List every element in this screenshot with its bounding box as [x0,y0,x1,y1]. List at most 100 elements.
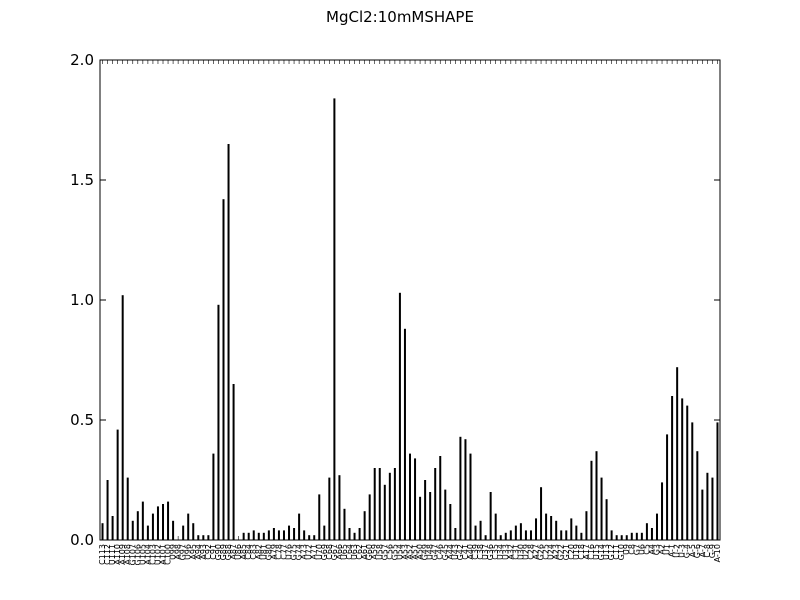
x-tick-label: U76 [285,544,294,560]
bar [434,468,437,540]
bar [535,518,538,540]
bar [600,477,603,540]
x-tick-label: C20 [567,544,576,560]
x-tick-label: C84 [244,544,253,560]
x-tick-label: A94 [194,544,203,560]
bar [146,525,149,540]
bar [686,405,689,540]
x-tick-label: C28 [526,544,535,560]
x-tick-label: A52 [406,544,415,560]
bar [358,528,361,540]
bar [474,525,477,540]
bar [227,144,230,540]
bar [187,513,190,540]
bar [252,530,255,540]
x-tick-label: U86 [234,544,243,560]
x-tick-label: G74 [295,544,304,560]
bar [459,436,462,540]
bar [182,525,185,540]
x-tick-label: G-9 [708,544,717,558]
x-tick-label: G-4 [683,544,692,558]
bar [509,530,512,540]
x-tick-label: A-1 [668,544,677,557]
x-tick-label: G55 [390,544,399,560]
bar [323,525,326,540]
x-tick-label: G42 [456,544,465,560]
x-tick-label: G107 [128,544,137,565]
x-tick-label: U33 [501,544,510,560]
x-tick-label: U70 [315,544,324,560]
x-tick-label: U34 [496,544,505,560]
x-tick-label: C103 [148,544,157,565]
x-tick-label: C78 [274,544,283,560]
bar [681,398,684,540]
x-tick-label: A53 [400,544,409,560]
x-tick-label: C18 [577,544,586,560]
x-tick-label: G47 [431,544,440,560]
bar [398,292,401,540]
bar [560,530,563,540]
bar [545,513,548,540]
bar [514,525,517,540]
x-tick-label: A4 [647,544,656,555]
bar [126,477,129,540]
bar [676,367,679,540]
bar [671,396,674,540]
x-tick-label: G57 [380,544,389,560]
x-tick-label: G90 [214,544,223,560]
x-tick-label: U54 [395,544,404,560]
x-tick-label: A17 [582,544,591,560]
x-tick-label: G80 [264,544,273,560]
x-tick-label: U-3 [678,544,687,558]
x-tick-label: A85 [239,544,248,560]
bar [383,484,386,540]
bar [393,468,396,540]
x-tick-label: C11 [612,544,621,560]
x-tick-label: U13 [602,544,611,560]
x-tick-label: C25 [542,544,551,560]
bar [444,489,447,540]
y-tick-label: 0.5 [70,411,94,429]
x-tick-label: A110 [113,544,122,565]
x-tick-label: G67 [330,544,339,560]
bar [414,458,417,540]
bar [277,530,280,540]
bar [368,494,371,540]
x-tick-label: U30 [516,544,525,560]
bar [479,520,482,540]
chart-title: MgCl2:10mMSHAPE [326,8,474,26]
bar [318,494,321,540]
bar [217,304,220,540]
bar [172,520,175,540]
bar [575,525,578,540]
bar [101,523,104,540]
x-tick-label: G106 [133,544,142,565]
x-tick-label: U111 [108,544,117,565]
x-tick-label: U58 [375,544,384,560]
bar [328,477,331,540]
bar [494,513,497,540]
bar [378,468,381,540]
x-tick-label: G97 [179,544,188,560]
x-tick-label: A93 [199,544,208,560]
bar [298,513,301,540]
x-tick-label: C100 [164,544,173,565]
x-tick-label: U96 [184,544,193,560]
bar [666,434,669,540]
x-tick-label: G89 [219,544,228,560]
x-tick-label: C41 [461,544,470,560]
bar [585,511,588,540]
x-tick-label: A73 [300,544,309,560]
x-tick-label: U102 [153,544,162,565]
bar [116,429,119,540]
x-tick-label: U65 [340,544,349,560]
x-tick-label: G10 [617,544,626,560]
x-tick-label: U6 [637,544,646,555]
bar [706,472,709,540]
x-tick-label: C46 [436,544,445,560]
x-tick-label: G26 [537,544,546,560]
x-tick-label: G60 [365,544,374,560]
x-tick-label: A98 [174,544,183,560]
x-tick-label: G69 [320,544,329,560]
